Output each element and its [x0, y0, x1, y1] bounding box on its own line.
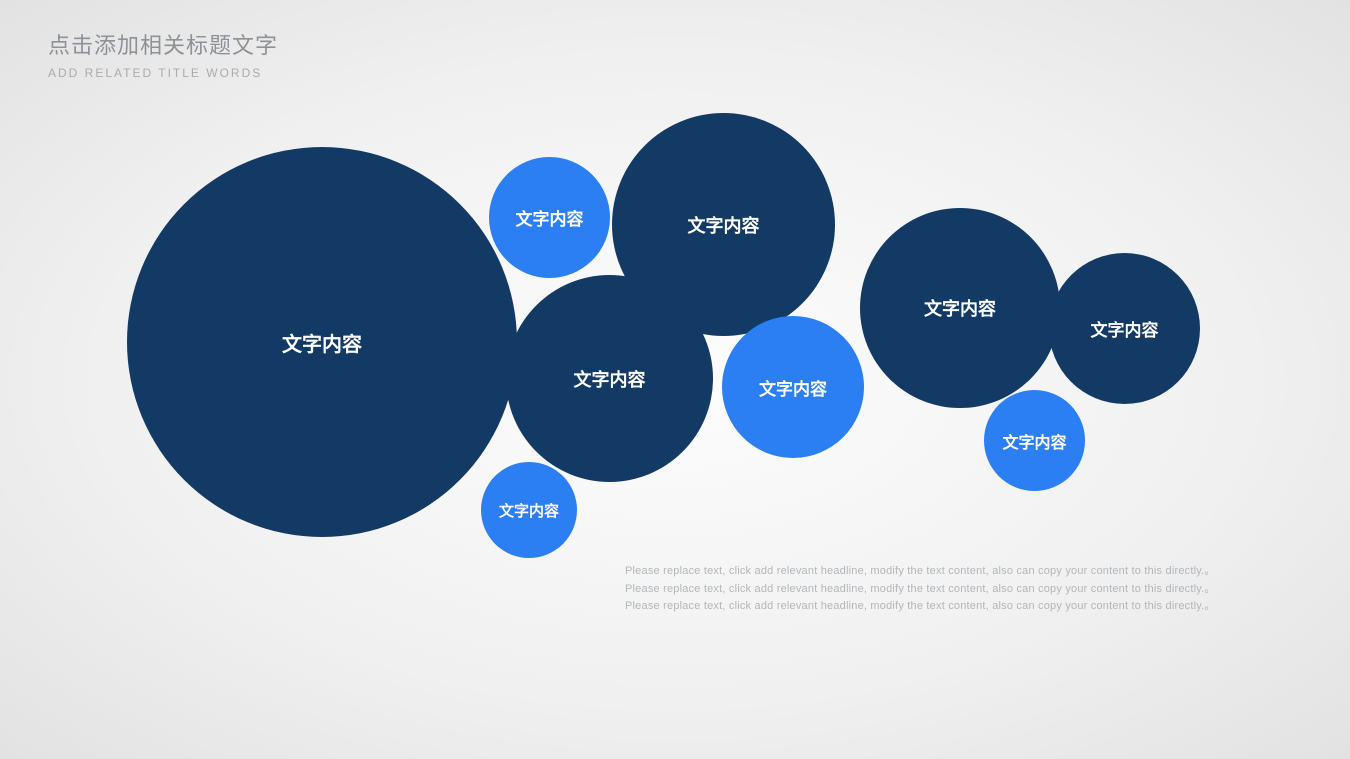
bubble-label: 文字内容	[1002, 429, 1066, 453]
bubble-c7: 文字内容	[1049, 253, 1200, 404]
footer-line-2: Please replace text, click add relevant …	[625, 581, 1216, 599]
bubble-label: 文字内容	[1091, 316, 1159, 341]
bubble-c1: 文字内容	[127, 147, 517, 537]
bubble-label: 文字内容	[924, 295, 996, 321]
bubble-c9: 文字内容	[481, 462, 577, 558]
title-en: ADD RELATED TITLE WORDS	[48, 66, 278, 80]
bubble-label: 文字内容	[759, 375, 827, 400]
bubble-label: 文字内容	[282, 328, 362, 357]
bubble-label: 文字内容	[688, 212, 760, 238]
footer-line-1: Please replace text, click add relevant …	[625, 563, 1216, 581]
footer-line-3: Please replace text, click add relevant …	[625, 598, 1216, 616]
title-block: 点击添加相关标题文字 ADD RELATED TITLE WORDS	[48, 28, 278, 80]
bubble-label: 文字内容	[516, 205, 584, 230]
bubble-c4: 文字内容	[506, 275, 713, 482]
bubble-c5: 文字内容	[722, 316, 864, 458]
bubble-c6: 文字内容	[860, 208, 1060, 408]
bubble-c8: 文字内容	[984, 390, 1085, 491]
bubble-c2: 文字内容	[489, 157, 610, 278]
title-zh: 点击添加相关标题文字	[48, 28, 278, 60]
footer-text: Please replace text, click add relevant …	[625, 563, 1216, 616]
bubble-label: 文字内容	[574, 366, 646, 392]
bubble-label: 文字内容	[499, 500, 559, 521]
